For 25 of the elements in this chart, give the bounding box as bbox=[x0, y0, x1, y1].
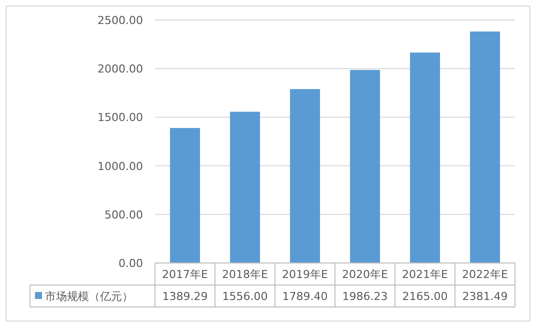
y-tick-label: 0.00 bbox=[118, 257, 143, 270]
legend-label: 市场规模（亿元） bbox=[45, 290, 133, 303]
data-label: 1389.29 bbox=[162, 290, 208, 303]
x-tick-label: 2017年E bbox=[162, 268, 208, 281]
data-label: 2381.49 bbox=[462, 290, 508, 303]
x-tick-label: 2018年E bbox=[222, 268, 268, 281]
bar bbox=[230, 112, 260, 263]
data-label: 1556.00 bbox=[222, 290, 268, 303]
data-label: 2165.00 bbox=[402, 290, 448, 303]
y-tick-label: 1500.00 bbox=[98, 111, 143, 124]
y-tick-label: 2000.00 bbox=[98, 62, 143, 76]
bar bbox=[410, 52, 440, 263]
bar bbox=[290, 89, 320, 263]
x-tick-label: 2021年E bbox=[402, 268, 448, 281]
bar bbox=[170, 128, 200, 263]
x-tick-label: 2020年E bbox=[342, 268, 388, 281]
y-tick-label: 2500.00 bbox=[98, 14, 143, 27]
bar bbox=[470, 32, 500, 263]
bar bbox=[350, 70, 380, 263]
data-label: 1789.40 bbox=[282, 290, 328, 303]
y-tick-label: 500.00 bbox=[104, 208, 143, 222]
data-label: 1986.23 bbox=[342, 290, 388, 303]
x-tick-label: 2019年E bbox=[282, 268, 328, 281]
y-tick-label: 1000.00 bbox=[98, 160, 143, 173]
x-tick-label: 2022年E bbox=[462, 268, 508, 281]
